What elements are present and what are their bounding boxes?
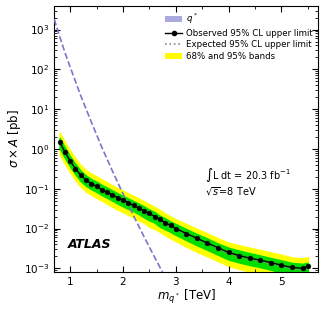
Legend: $q^*$, Observed 95% CL upper limit, Expected 95% CL upper limit, 68% and 95% ban: $q^*$, Observed 95% CL upper limit, Expe… bbox=[163, 10, 314, 62]
Text: $\int$L dt = 20.3 fb$^{-1}$
$\sqrt{s}$=8 TeV: $\int$L dt = 20.3 fb$^{-1}$ $\sqrt{s}$=8… bbox=[205, 166, 291, 198]
X-axis label: $m_{q^*}$ [TeV]: $m_{q^*}$ [TeV] bbox=[157, 289, 216, 306]
Text: ATLAS: ATLAS bbox=[67, 238, 111, 251]
Y-axis label: $\sigma \times A$ [pb]: $\sigma \times A$ [pb] bbox=[6, 110, 23, 168]
